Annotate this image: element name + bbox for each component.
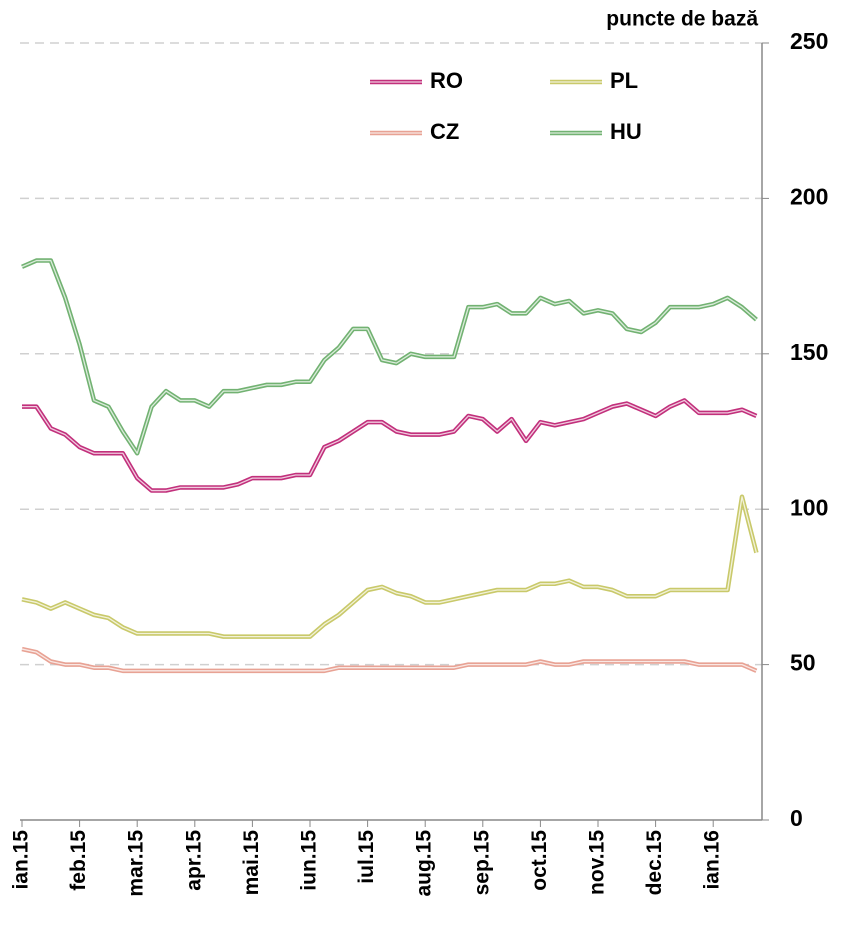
line-highlight <box>21 496 758 638</box>
legend-label: CZ <box>430 119 459 144</box>
y-tick-label: 250 <box>790 28 828 54</box>
x-tick-label: ian.16 <box>701 830 724 890</box>
legend-label: HU <box>610 119 642 144</box>
line-highlight <box>21 259 757 454</box>
x-tick-label: iun.15 <box>298 830 321 891</box>
legend-label: PL <box>610 68 638 93</box>
x-tick-label: sep.15 <box>470 830 493 896</box>
x-tick-label: nov.15 <box>586 830 609 895</box>
y-tick-label: 150 <box>790 339 828 365</box>
y-tick-label: 100 <box>790 494 828 520</box>
x-tick-label: ian.15 <box>10 830 33 890</box>
x-tick-label: mar.15 <box>125 830 148 897</box>
y-tick-label: 0 <box>790 805 803 831</box>
line-highlight <box>21 648 757 672</box>
y-tick-label: 50 <box>790 650 816 676</box>
x-tick-label: dec.15 <box>643 830 666 896</box>
x-tick-label: mai.15 <box>240 830 263 896</box>
x-tick-label: iul.15 <box>355 830 378 884</box>
y-tick-label: 200 <box>790 183 828 209</box>
line <box>21 494 759 639</box>
line-highlight <box>22 399 757 492</box>
legend-label: RO <box>430 68 463 93</box>
x-tick-label: feb.15 <box>67 830 90 891</box>
x-tick-label: oct.15 <box>528 830 551 891</box>
x-tick-label: apr.15 <box>182 830 205 891</box>
y-axis-label: puncte de bază <box>606 8 758 31</box>
x-tick-label: aug.15 <box>413 830 436 897</box>
